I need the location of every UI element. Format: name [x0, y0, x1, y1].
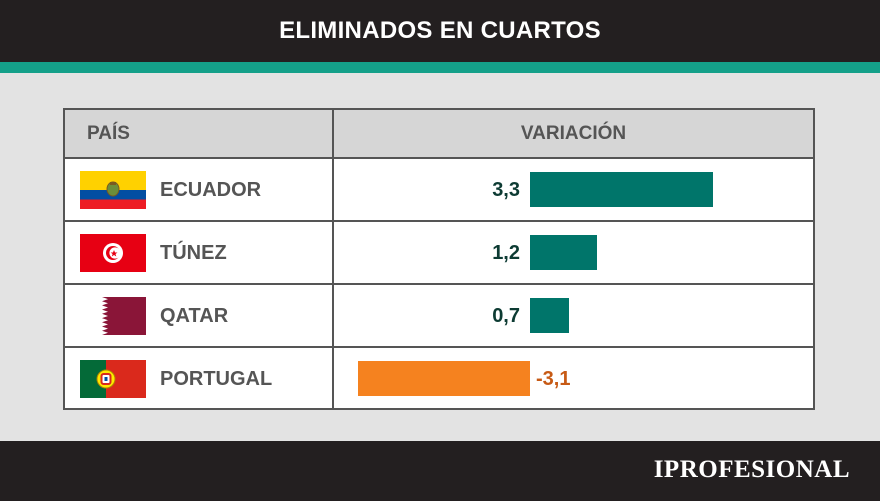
- row-divider: [65, 157, 813, 159]
- table-row: ECUADOR 3,3: [65, 159, 813, 221]
- country-label: QATAR: [160, 304, 229, 327]
- table-header: [65, 110, 813, 157]
- accent-stripe: [0, 62, 880, 73]
- variation-bar: [357, 361, 530, 396]
- variation-bar: [530, 235, 597, 270]
- value-label: 3,3: [492, 178, 520, 201]
- value-label: 0,7: [492, 304, 520, 327]
- country-label: TÚNEZ: [160, 241, 227, 264]
- header-variation: VARIACIÓN: [520, 122, 627, 144]
- header-country: PAÍS: [87, 122, 130, 144]
- value-label: 1,2: [492, 241, 520, 264]
- footer: IPROFESIONAL: [0, 441, 880, 501]
- data-table: PAÍS VARIACIÓN ECUADOR 3,3 TÚNEZ 1,2 QATAR 0,…: [63, 108, 815, 410]
- variation-bar: [530, 298, 569, 333]
- chart-title: ELIMINADOS EN CUARTOS: [279, 17, 601, 44]
- country-label: ECUADOR: [160, 178, 262, 201]
- table-row: QATAR 0,7: [65, 285, 813, 347]
- row-divider: [65, 220, 813, 222]
- portugal-flag-icon: [80, 360, 146, 398]
- value-label: -3,1: [536, 367, 571, 390]
- row-divider: [65, 346, 813, 348]
- ecuador-flag-icon: [80, 171, 146, 209]
- variation-bar: [530, 172, 714, 207]
- country-label: PORTUGAL: [160, 367, 273, 390]
- column-divider: [332, 110, 334, 408]
- table-row: PORTUGAL -3,1: [65, 348, 813, 410]
- header: ELIMINADOS EN CUARTOS: [0, 0, 880, 62]
- tunisia-flag-icon: [80, 234, 146, 272]
- table-row: TÚNEZ 1,2: [65, 222, 813, 284]
- qatar-flag-icon: [80, 297, 146, 335]
- row-divider: [65, 283, 813, 285]
- brand-logo: IPROFESIONAL: [653, 456, 850, 483]
